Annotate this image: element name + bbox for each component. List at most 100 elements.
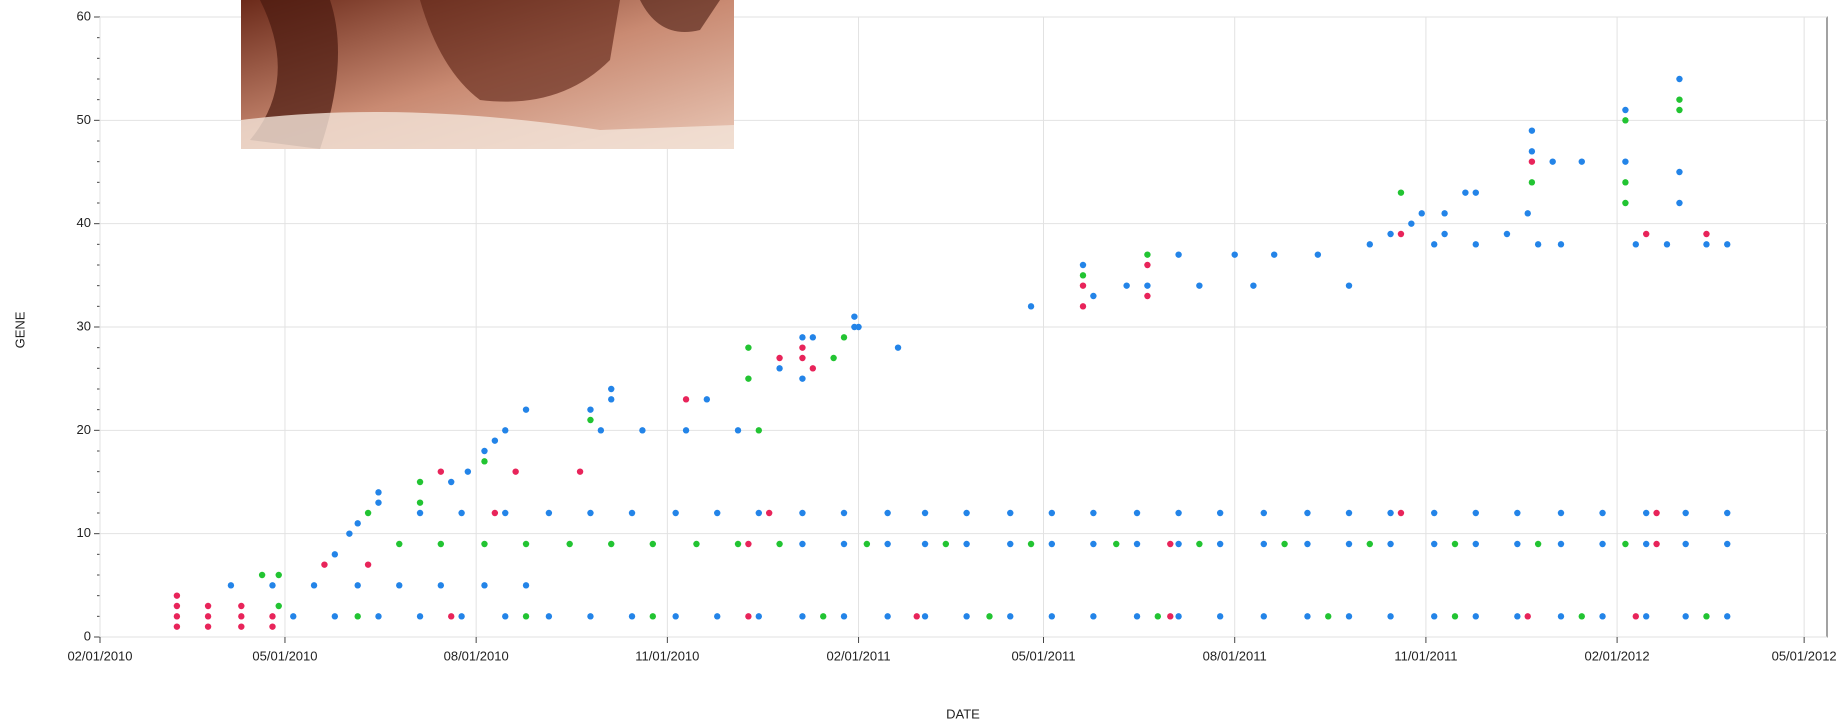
point <box>1528 148 1536 155</box>
point <box>1175 613 1182 620</box>
point <box>1216 613 1224 620</box>
point <box>1431 241 1438 248</box>
point <box>364 509 372 517</box>
point <box>1632 241 1640 248</box>
point <box>840 509 848 517</box>
point <box>1260 613 1268 620</box>
point <box>703 396 711 403</box>
point <box>1418 210 1425 217</box>
point <box>1144 282 1151 289</box>
point <box>1642 613 1650 620</box>
point <box>364 561 372 568</box>
point <box>809 334 817 341</box>
point <box>734 540 742 548</box>
point <box>765 509 773 517</box>
point <box>481 458 488 465</box>
point <box>1167 540 1174 548</box>
point <box>1304 613 1311 620</box>
point <box>416 478 424 486</box>
point <box>963 509 970 517</box>
point <box>799 344 806 351</box>
point <box>331 613 339 620</box>
point <box>1408 220 1415 227</box>
point <box>1534 241 1542 248</box>
point <box>840 613 848 620</box>
point <box>1472 509 1479 517</box>
point <box>1304 540 1311 548</box>
point <box>290 613 297 620</box>
point <box>1345 282 1353 289</box>
point <box>522 406 530 413</box>
point <box>1514 613 1521 620</box>
point <box>693 540 700 548</box>
point <box>1599 509 1606 517</box>
point <box>1007 613 1014 620</box>
point <box>173 613 181 620</box>
point <box>375 613 382 620</box>
point <box>1304 509 1311 517</box>
point <box>894 344 902 351</box>
point <box>1528 127 1536 134</box>
point <box>799 375 806 382</box>
point <box>714 613 721 620</box>
point <box>173 623 181 630</box>
point <box>204 613 212 620</box>
point <box>1676 199 1683 207</box>
point <box>1472 613 1479 620</box>
point <box>1622 106 1629 114</box>
point <box>799 509 806 517</box>
point <box>396 582 403 589</box>
point <box>1154 613 1162 620</box>
point <box>1703 230 1710 238</box>
point <box>986 613 993 620</box>
point <box>1703 613 1710 620</box>
point <box>1642 540 1650 548</box>
point <box>491 437 499 444</box>
point <box>1557 509 1565 517</box>
point <box>1622 158 1629 165</box>
point <box>1524 613 1531 620</box>
photo-shape <box>241 112 734 149</box>
point <box>1048 540 1056 548</box>
point <box>1397 189 1405 196</box>
point <box>1250 282 1257 289</box>
x-tick-label: 11/01/2011 <box>1394 648 1457 663</box>
point <box>1676 75 1683 83</box>
point <box>1133 509 1141 517</box>
point <box>1682 509 1689 517</box>
point <box>173 592 181 599</box>
point <box>1528 158 1536 165</box>
point <box>587 509 594 517</box>
photo-shape <box>420 0 620 102</box>
point <box>1133 540 1141 548</box>
point <box>1642 230 1650 238</box>
point <box>375 489 382 496</box>
point <box>682 396 690 403</box>
point <box>884 613 891 620</box>
point <box>1599 540 1606 548</box>
point <box>481 540 488 548</box>
point <box>1524 210 1531 217</box>
point <box>1281 540 1288 548</box>
point <box>269 613 276 620</box>
point <box>545 613 553 620</box>
point <box>745 375 752 382</box>
point <box>1431 540 1438 548</box>
point <box>1472 189 1479 196</box>
point <box>1431 509 1438 517</box>
point <box>1387 540 1394 548</box>
point <box>481 582 488 589</box>
point <box>1216 509 1224 517</box>
point <box>1472 540 1479 548</box>
y-tick-label: 30 <box>77 318 91 333</box>
point <box>448 478 455 486</box>
point <box>331 551 339 558</box>
point <box>855 323 862 331</box>
point <box>1007 540 1014 548</box>
point <box>1167 613 1174 620</box>
point <box>840 540 848 548</box>
y-axis-label: GENE <box>12 311 27 348</box>
point <box>1557 241 1565 248</box>
point <box>238 602 245 610</box>
point <box>1676 106 1683 114</box>
